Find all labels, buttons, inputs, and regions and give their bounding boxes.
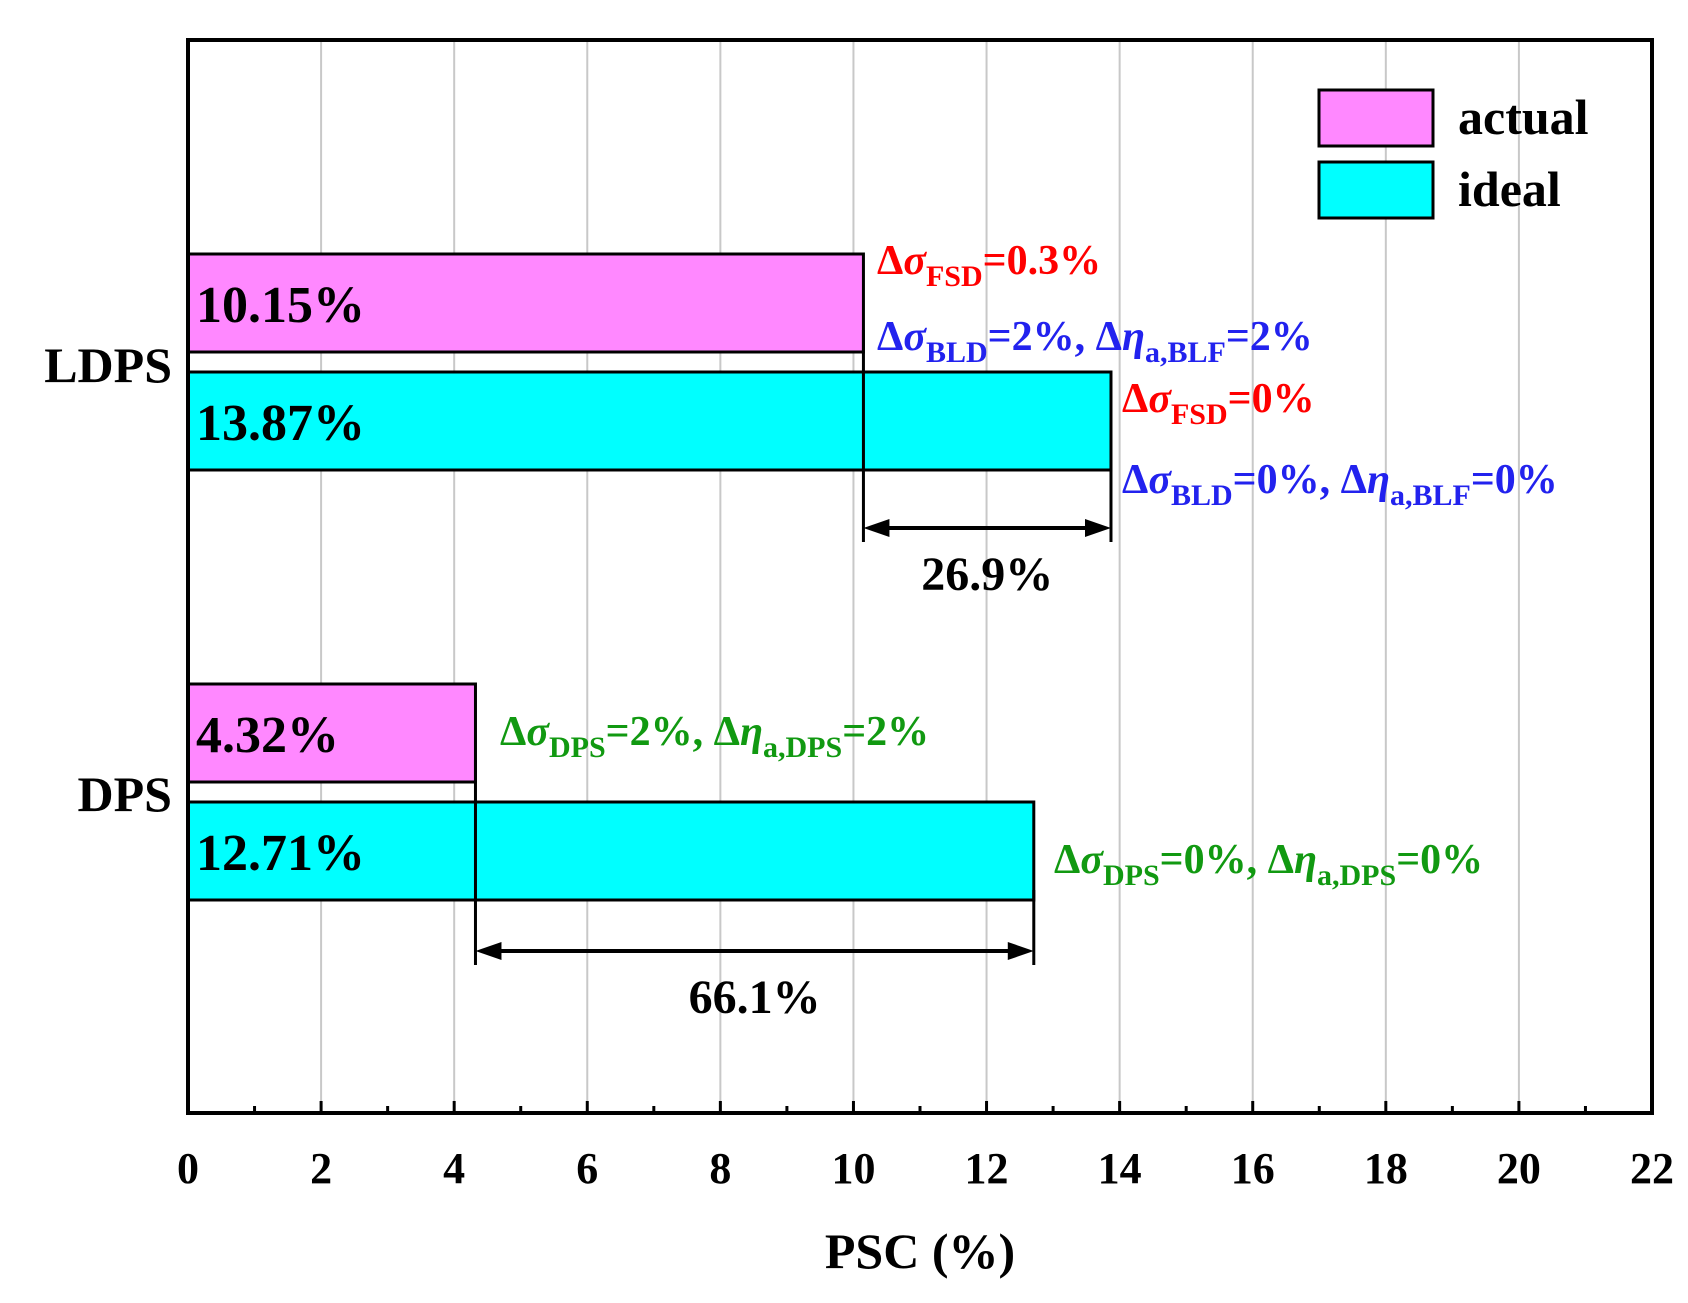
delta-annotation: ΔσDPS=2%, Δηa,DPS=2% <box>500 709 929 764</box>
delta-annotation: ΔσFSD=0.3% <box>877 238 1101 293</box>
bars: 10.15% 4.32% 13.87% 12.71% <box>186 252 1113 902</box>
x-tick-label: 4 <box>443 1144 465 1193</box>
gap-label: 26.9% <box>921 548 1053 601</box>
bar-value-label: 4.32% <box>196 707 339 764</box>
legend-swatch-actual <box>1317 88 1435 148</box>
x-tick-label: 10 <box>831 1144 875 1193</box>
x-tick-label: 22 <box>1630 1144 1674 1193</box>
bar-value-label: 12.71% <box>196 825 365 882</box>
x-tick-label: 18 <box>1364 1144 1408 1193</box>
delta-annotation: ΔσBLD=2%, Δηa,BLF=2% <box>877 314 1313 369</box>
delta-annotation: ΔσFSD=0% <box>1122 376 1315 431</box>
bar-ideal <box>186 370 1113 472</box>
x-tick-label: 8 <box>709 1144 731 1193</box>
x-tick-label: 20 <box>1497 1144 1541 1193</box>
category-labels: LDPS DPS <box>44 337 172 822</box>
x-tick-label: 0 <box>177 1144 199 1193</box>
gap-arrowhead <box>863 519 890 537</box>
x-tick-label: 6 <box>576 1144 598 1193</box>
legend: actual ideal <box>1317 88 1589 220</box>
gap-arrowhead <box>475 942 502 960</box>
x-axis: 0 2 4 6 8 10 12 14 16 18 20 22 <box>177 1101 1674 1193</box>
category-label: DPS <box>78 766 172 822</box>
x-tick-label: 14 <box>1098 1144 1142 1193</box>
bar-value-label: 10.15% <box>196 277 365 334</box>
grid-lines <box>320 40 1520 1113</box>
x-tick-label: 2 <box>310 1144 332 1193</box>
annotations: ΔσFSD=0.3% ΔσBLD=2%, Δηa,BLF=2% ΔσFSD=0% Δσ… <box>500 238 1558 892</box>
bar-value-label: 13.87% <box>196 395 365 452</box>
legend-swatch-ideal <box>1317 160 1435 220</box>
x-axis-title: PSC (%) <box>825 1223 1015 1279</box>
delta-annotation: ΔσDPS=0%, Δηa,DPS=0% <box>1054 837 1483 892</box>
gap-arrowhead <box>1007 942 1034 960</box>
category-label: LDPS <box>44 337 172 393</box>
legend-label: actual <box>1458 89 1589 145</box>
x-tick-label: 16 <box>1231 1144 1275 1193</box>
gap-arrowhead <box>1084 519 1111 537</box>
gap-markers: 26.9% 66.1% <box>473 330 1113 1024</box>
bar-actual <box>186 252 865 354</box>
x-tick-label: 12 <box>965 1144 1009 1193</box>
delta-annotation: ΔσBLD=0%, Δηa,BLF=0% <box>1122 457 1558 512</box>
bar-actual <box>186 682 477 784</box>
gap-label: 66.1% <box>689 971 821 1024</box>
bar-ideal <box>186 800 1036 902</box>
legend-label: ideal <box>1458 161 1561 217</box>
